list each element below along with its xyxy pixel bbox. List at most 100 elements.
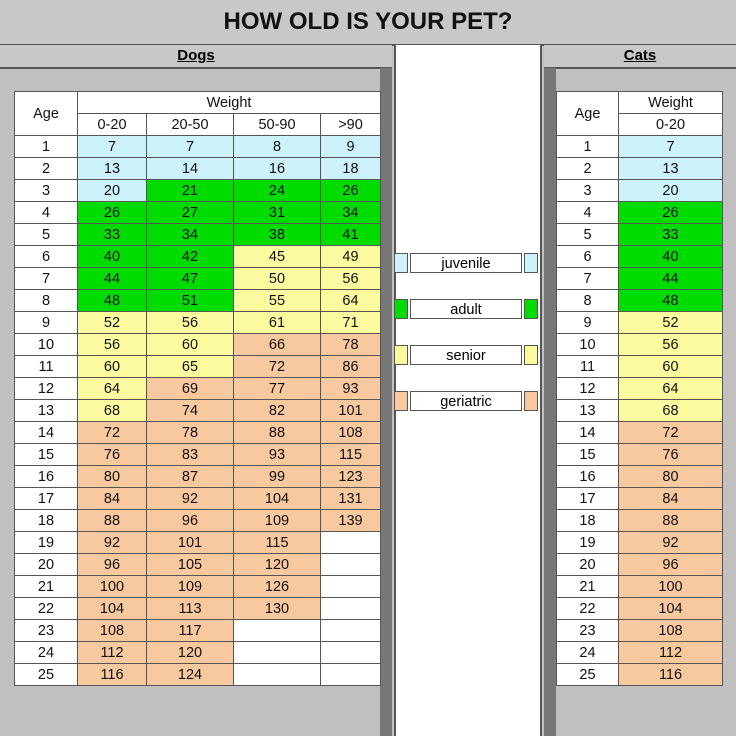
dogs-age-header: Age bbox=[14, 91, 78, 136]
dogs-value-cell: 45 bbox=[233, 245, 321, 268]
dogs-weight-class: 0-20 bbox=[77, 113, 147, 136]
table-row: 10 56 60 66 78 bbox=[14, 333, 381, 356]
dogs-value-cell: 16 bbox=[233, 157, 321, 180]
dogs-value-cell: 109 bbox=[233, 509, 321, 532]
table-row: 11 60 65 72 86 bbox=[14, 355, 381, 378]
dogs-age-cell: 2 bbox=[14, 157, 78, 180]
dogs-value-cell: 88 bbox=[233, 421, 321, 444]
dogs-age-cell: 25 bbox=[14, 663, 78, 686]
dogs-value-cell: 61 bbox=[233, 311, 321, 334]
table-row: 20 96 105 120 bbox=[14, 553, 381, 576]
cats-age-cell: 11 bbox=[556, 355, 619, 378]
cats-age-cell: 7 bbox=[556, 267, 619, 290]
table-row: 7 44 bbox=[556, 267, 723, 290]
table-row: 22 104 bbox=[556, 597, 723, 620]
legend-swatch bbox=[524, 253, 538, 273]
cats-value-cell: 76 bbox=[618, 443, 723, 466]
cats-weight-header: Weight bbox=[618, 91, 723, 114]
table-row: 3 20 bbox=[556, 179, 723, 202]
cats-value-cell: 7 bbox=[618, 135, 723, 158]
dogs-value-cell: 68 bbox=[77, 399, 147, 422]
dogs-age-cell: 24 bbox=[14, 641, 78, 664]
dogs-value-cell: 44 bbox=[77, 267, 147, 290]
cats-age-cell: 15 bbox=[556, 443, 619, 466]
dogs-value-cell: 116 bbox=[77, 663, 147, 686]
dogs-value-cell: 64 bbox=[320, 289, 381, 312]
table-row: 15 76 83 93 115 bbox=[14, 443, 381, 466]
dogs-value-cell: 82 bbox=[233, 399, 321, 422]
legend-swatch bbox=[394, 299, 408, 319]
dogs-value-cell: 92 bbox=[146, 487, 234, 510]
table-row: 21 100 bbox=[556, 575, 723, 598]
cats-age-cell: 25 bbox=[556, 663, 619, 686]
table-row: 9 52 56 61 71 bbox=[14, 311, 381, 334]
dogs-value-cell bbox=[320, 575, 381, 598]
dogs-value-cell: 80 bbox=[77, 465, 147, 488]
dogs-age-cell: 12 bbox=[14, 377, 78, 400]
dogs-value-cell: 101 bbox=[320, 399, 381, 422]
dogs-value-cell: 7 bbox=[77, 135, 147, 158]
cats-value-cell: 92 bbox=[618, 531, 723, 554]
table-row: 13 68 74 82 101 bbox=[14, 399, 381, 422]
dogs-value-cell: 126 bbox=[233, 575, 321, 598]
cats-value-cell: 20 bbox=[618, 179, 723, 202]
dogs-value-cell: 56 bbox=[146, 311, 234, 334]
cats-age-cell: 24 bbox=[556, 641, 619, 664]
legend-label: adult bbox=[410, 299, 522, 319]
table-row: 5 33 bbox=[556, 223, 723, 246]
dogs-age-cell: 23 bbox=[14, 619, 78, 642]
table-row: 9 52 bbox=[556, 311, 723, 334]
cats-value-cell: 44 bbox=[618, 267, 723, 290]
dogs-weight-header: Weight bbox=[77, 91, 381, 114]
dogs-value-cell: 47 bbox=[146, 267, 234, 290]
dogs-value-cell bbox=[320, 597, 381, 620]
dogs-value-cell: 24 bbox=[233, 179, 321, 202]
cats-age-cell: 16 bbox=[556, 465, 619, 488]
legend-label: geriatric bbox=[410, 391, 522, 411]
table-row: 14 72 bbox=[556, 421, 723, 444]
dogs-age-cell: 17 bbox=[14, 487, 78, 510]
cats-value-cell: 64 bbox=[618, 377, 723, 400]
cats-panel-header: Cats bbox=[544, 45, 736, 69]
cats-value-cell: 60 bbox=[618, 355, 723, 378]
table-row: 7 44 47 50 56 bbox=[14, 267, 381, 290]
dogs-value-cell: 101 bbox=[146, 531, 234, 554]
dogs-value-cell: 124 bbox=[146, 663, 234, 686]
dogs-value-cell: 51 bbox=[146, 289, 234, 312]
dogs-value-cell: 131 bbox=[320, 487, 381, 510]
dogs-value-cell: 69 bbox=[146, 377, 234, 400]
table-row: 2 13 bbox=[556, 157, 723, 180]
table-row: 6 40 42 45 49 bbox=[14, 245, 381, 268]
cats-value-cell: 96 bbox=[618, 553, 723, 576]
table-row: 3 20 21 24 26 bbox=[14, 179, 381, 202]
legend-swatch bbox=[524, 345, 538, 365]
table-row: 18 88 96 109 139 bbox=[14, 509, 381, 532]
dogs-value-cell: 77 bbox=[233, 377, 321, 400]
dogs-value-cell: 42 bbox=[146, 245, 234, 268]
table-row: 23 108 117 bbox=[14, 619, 381, 642]
cats-value-cell: 26 bbox=[618, 201, 723, 224]
dogs-value-cell: 48 bbox=[77, 289, 147, 312]
dogs-value-cell: 31 bbox=[233, 201, 321, 224]
dogs-value-cell: 13 bbox=[77, 157, 147, 180]
dogs-value-cell: 120 bbox=[233, 553, 321, 576]
cats-age-cell: 20 bbox=[556, 553, 619, 576]
table-row: 22 104 113 130 bbox=[14, 597, 381, 620]
cats-age-cell: 1 bbox=[556, 135, 619, 158]
cats-age-cell: 3 bbox=[556, 179, 619, 202]
dogs-value-cell: 64 bbox=[77, 377, 147, 400]
dogs-value-cell: 71 bbox=[320, 311, 381, 334]
cats-age-cell: 2 bbox=[556, 157, 619, 180]
cats-age-cell: 8 bbox=[556, 289, 619, 312]
dogs-age-cell: 3 bbox=[14, 179, 78, 202]
dogs-value-cell: 108 bbox=[320, 421, 381, 444]
dogs-value-cell: 100 bbox=[77, 575, 147, 598]
dogs-value-cell: 49 bbox=[320, 245, 381, 268]
cats-value-cell: 88 bbox=[618, 509, 723, 532]
cats-value-cell: 56 bbox=[618, 333, 723, 356]
cats-weight-class: 0-20 bbox=[618, 113, 723, 136]
dogs-value-cell: 56 bbox=[320, 267, 381, 290]
cats-value-cell: 52 bbox=[618, 311, 723, 334]
dogs-value-cell: 86 bbox=[320, 355, 381, 378]
dogs-value-cell: 112 bbox=[77, 641, 147, 664]
